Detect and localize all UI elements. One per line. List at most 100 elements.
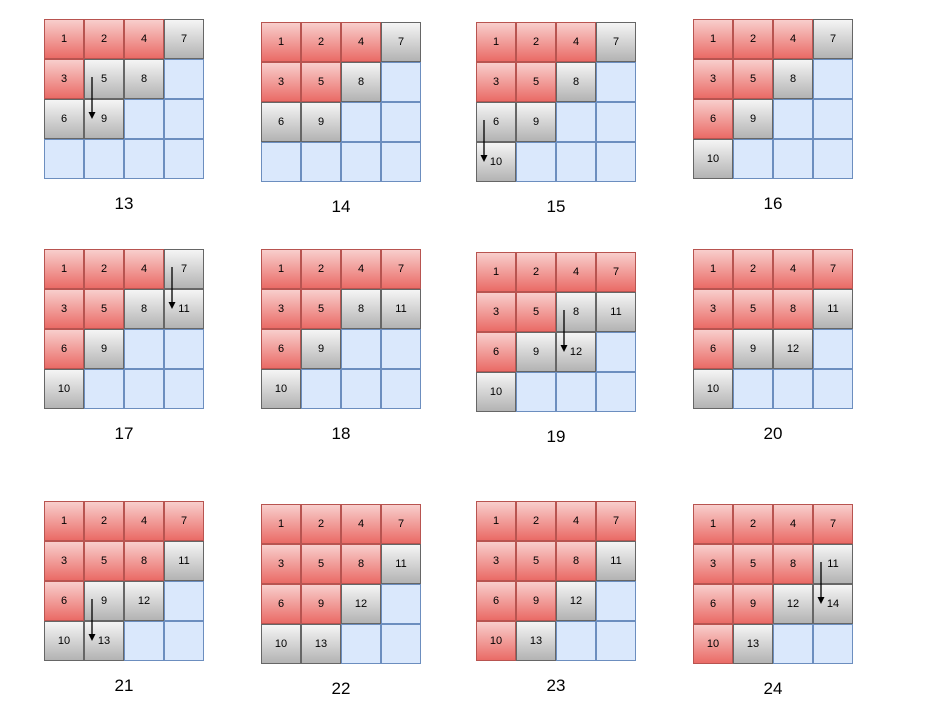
cell-2: 2 [516, 22, 556, 62]
cell-3: 3 [44, 59, 84, 99]
cell-6: 6 [693, 329, 733, 369]
cell-13: 13 [733, 624, 773, 664]
cell-7: 7 [813, 249, 853, 289]
cell-11: 11 [596, 292, 636, 332]
cell-6: 6 [44, 581, 84, 621]
cell-9: 9 [516, 102, 556, 142]
cell-12: 12 [773, 584, 813, 624]
cell-9: 9 [301, 329, 341, 369]
empty-cell [516, 372, 556, 412]
cell-7: 7 [381, 504, 421, 544]
empty-cell [381, 102, 421, 142]
cell-3: 3 [44, 289, 84, 329]
empty-cell [84, 369, 124, 409]
cell-9: 9 [516, 332, 556, 372]
cell-8: 8 [341, 289, 381, 329]
step-label: 17 [114, 424, 134, 443]
empty-cell [164, 581, 204, 621]
empty-cell [813, 624, 853, 664]
cell-8: 8 [773, 289, 813, 329]
cell-4: 4 [341, 249, 381, 289]
step-label: 21 [114, 676, 134, 695]
cell-12: 12 [556, 581, 596, 621]
cell-9: 9 [733, 584, 773, 624]
empty-cell [556, 102, 596, 142]
cell-6: 6 [261, 102, 301, 142]
empty-cell [556, 621, 596, 661]
cell-8: 8 [773, 59, 813, 99]
cell-10: 10 [44, 369, 84, 409]
cell-2: 2 [733, 19, 773, 59]
grid-step-17: 1 2 4 7 3 5 8 11 6 9 10 [44, 249, 204, 409]
cell-4: 4 [773, 504, 813, 544]
cell-6: 6 [476, 581, 516, 621]
grid-step-19: 1 2 4 7 3 5 8 11 6 9 12 10 [476, 252, 636, 412]
cell-7: 7 [164, 249, 204, 289]
cell-5: 5 [733, 289, 773, 329]
cell-10: 10 [693, 369, 733, 409]
empty-cell [124, 369, 164, 409]
cell-1: 1 [693, 19, 733, 59]
cell-10: 10 [476, 621, 516, 661]
empty-cell [381, 329, 421, 369]
cell-3: 3 [44, 541, 84, 581]
empty-cell [773, 369, 813, 409]
empty-cell [381, 142, 421, 182]
cell-5: 5 [301, 62, 341, 102]
cell-5: 5 [84, 59, 124, 99]
cell-9: 9 [733, 329, 773, 369]
grid-step-23: 1 2 4 7 3 5 8 11 6 9 12 10 13 [476, 501, 636, 661]
cell-5: 5 [733, 544, 773, 584]
cell-11: 11 [164, 289, 204, 329]
cell-8: 8 [124, 289, 164, 329]
cell-8: 8 [556, 62, 596, 102]
cell-7: 7 [164, 19, 204, 59]
cell-5: 5 [301, 289, 341, 329]
empty-cell [733, 139, 773, 179]
empty-cell [813, 139, 853, 179]
cell-11: 11 [164, 541, 204, 581]
cell-2: 2 [301, 504, 341, 544]
cell-9: 9 [84, 99, 124, 139]
cell-7: 7 [596, 501, 636, 541]
cell-1: 1 [476, 252, 516, 292]
grid-step-20: 1 2 4 7 3 5 8 11 6 9 12 10 [693, 249, 853, 409]
cell-2: 2 [301, 249, 341, 289]
cell-1: 1 [44, 249, 84, 289]
cell-5: 5 [733, 59, 773, 99]
empty-cell [381, 369, 421, 409]
empty-cell [164, 139, 204, 179]
cell-7: 7 [596, 22, 636, 62]
empty-cell [341, 624, 381, 664]
empty-cell [556, 142, 596, 182]
empty-cell [124, 99, 164, 139]
cell-13: 13 [301, 624, 341, 664]
empty-cell [341, 369, 381, 409]
cell-12: 12 [341, 584, 381, 624]
empty-cell [596, 372, 636, 412]
step-label: 23 [546, 676, 566, 695]
grid-step-16: 1 2 4 7 3 5 8 6 9 10 [693, 19, 853, 179]
empty-cell [44, 139, 84, 179]
cell-3: 3 [693, 59, 733, 99]
cell-10: 10 [693, 139, 733, 179]
cell-10: 10 [693, 624, 733, 664]
grid-step-21: 1 2 4 7 3 5 8 11 6 9 12 10 13 [44, 501, 204, 661]
cell-6: 6 [44, 329, 84, 369]
cell-3: 3 [261, 289, 301, 329]
cell-9: 9 [84, 329, 124, 369]
cell-5: 5 [84, 289, 124, 329]
grid-step-15: 1 2 4 7 3 5 8 6 9 10 [476, 22, 636, 182]
cell-13: 13 [516, 621, 556, 661]
cell-6: 6 [261, 584, 301, 624]
cell-4: 4 [124, 249, 164, 289]
cell-1: 1 [693, 249, 733, 289]
cell-2: 2 [301, 22, 341, 62]
cell-2: 2 [516, 252, 556, 292]
cell-13: 13 [84, 621, 124, 661]
empty-cell [164, 369, 204, 409]
cell-12: 12 [773, 329, 813, 369]
cell-7: 7 [381, 22, 421, 62]
